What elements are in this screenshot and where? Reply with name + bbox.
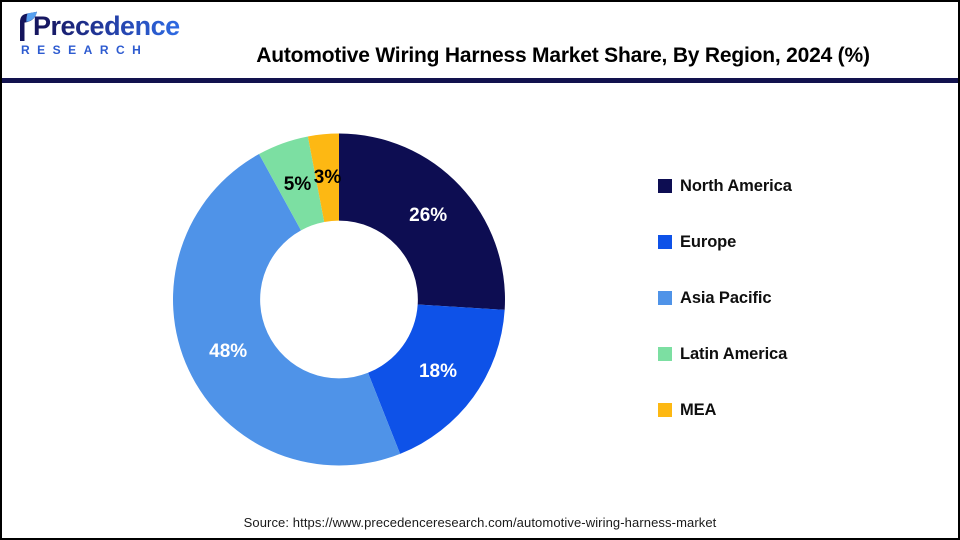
brand-logo: Precedence RESEARCH bbox=[18, 11, 180, 57]
chart-area: 26% 18% 48% 5% 3% North America Europe Asia Pa… bbox=[2, 83, 958, 538]
pie-slice-asia-pacific bbox=[172, 154, 401, 466]
legend-item-latin-america: Latin America bbox=[658, 344, 792, 364]
pie-slice-mea bbox=[307, 133, 339, 223]
legend-swatch-asia-pacific bbox=[658, 291, 672, 305]
pie-slice-europe bbox=[368, 304, 505, 454]
header: Precedence RESEARCH Automotive Wiring Ha… bbox=[2, 2, 958, 78]
legend-swatch-north-america bbox=[658, 179, 672, 193]
slice-label-mea: 3% bbox=[314, 167, 342, 188]
legend-item-north-america: North America bbox=[658, 176, 792, 196]
legend-item-europe: Europe bbox=[658, 232, 792, 252]
legend-swatch-latin-america bbox=[658, 347, 672, 361]
slice-label-europe: 18% bbox=[419, 361, 457, 382]
donut-chart: 26% 18% 48% 5% 3% bbox=[172, 133, 505, 466]
brand-row: Precedence bbox=[18, 11, 180, 41]
chart-title: Automotive Wiring Harness Market Share, … bbox=[256, 44, 870, 68]
legend-swatch-europe bbox=[658, 235, 672, 249]
legend-label-north-america: North America bbox=[680, 176, 792, 195]
header-divider bbox=[2, 78, 958, 83]
legend-label-mea: MEA bbox=[680, 400, 717, 419]
legend-label-asia-pacific: Asia Pacific bbox=[680, 288, 772, 307]
slice-label-latin-america: 5% bbox=[284, 174, 312, 195]
slice-label-north-america: 26% bbox=[409, 205, 447, 226]
source-text: Source: https://www.precedenceresearch.c… bbox=[243, 515, 717, 530]
logo-subtext: RESEARCH bbox=[21, 43, 149, 57]
leaf-light-shape bbox=[26, 11, 37, 22]
legend-swatch-mea bbox=[658, 403, 672, 417]
logo-brand-text: Precedence bbox=[33, 11, 180, 41]
legend-item-asia-pacific: Asia Pacific bbox=[658, 288, 792, 308]
pie-slice-north-america bbox=[339, 133, 505, 310]
logo-leaf-icon bbox=[20, 11, 37, 41]
legend-label-latin-america: Latin America bbox=[680, 344, 788, 363]
slice-label-asia-pacific: 48% bbox=[209, 341, 247, 362]
chart-legend: North America Europe Asia Pacific Latin Ame… bbox=[658, 176, 792, 420]
legend-label-europe: Europe bbox=[680, 232, 737, 251]
legend-item-mea: MEA bbox=[658, 400, 792, 420]
pie-slice-latin-america bbox=[259, 136, 325, 231]
